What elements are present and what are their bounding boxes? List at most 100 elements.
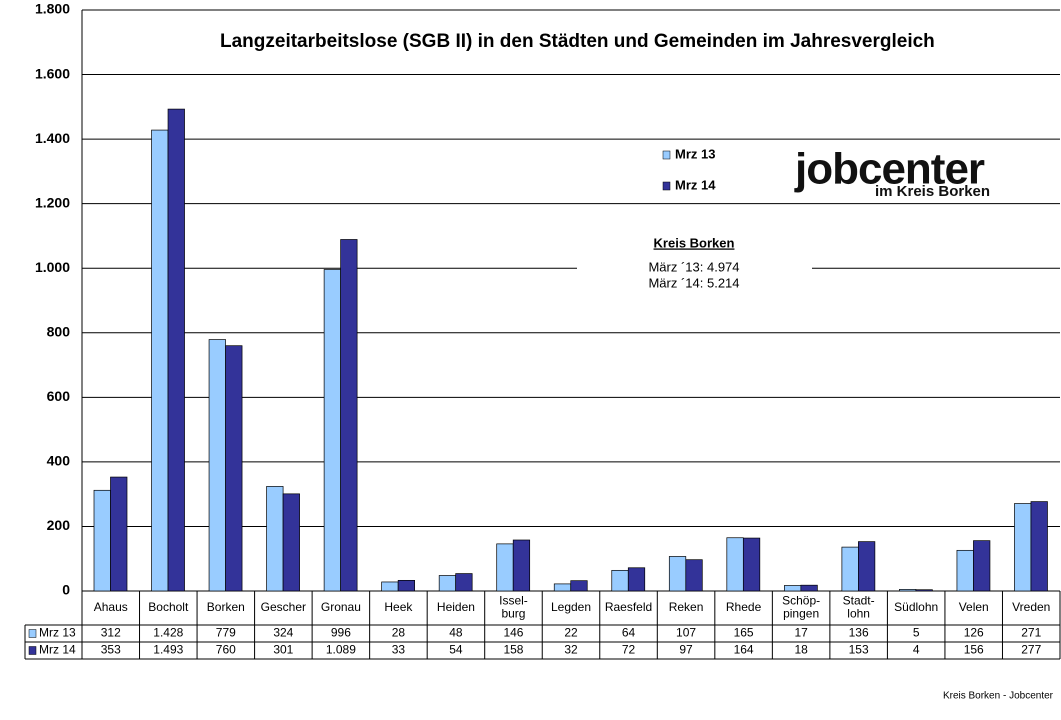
table-value: 18 [794,643,808,657]
bar [455,573,473,592]
table-value: 779 [216,626,236,640]
table-value: 312 [101,626,121,640]
bar [496,543,514,592]
bar [668,556,687,592]
y-tick-label: 0 [62,582,70,598]
table-value: 165 [734,626,754,640]
table-value: 97 [679,643,693,657]
bar [208,339,226,592]
x-tick-label: Raesfeld [605,600,652,614]
x-tick-label: Heek [384,600,413,614]
bar [282,493,300,592]
table-value: 33 [392,643,406,657]
x-tick-label: Ahaus [94,600,128,614]
table-value: 1.493 [153,643,183,657]
y-tick-label: 600 [47,388,71,404]
bar [1030,501,1048,592]
x-tick-label: Borken [207,600,245,614]
x-tick-label: Vreden [1012,600,1050,614]
bar [110,476,128,592]
chart-title: Langzeitarbeitslose (SGB II) in den Städ… [220,31,935,52]
bar [915,589,933,592]
bar [1014,503,1032,592]
y-tick-label: 400 [47,453,71,469]
table-value: 164 [734,643,754,657]
legend-label: Mrz 13 [675,146,715,161]
bar [685,559,703,592]
y-tick-label: 1.800 [35,1,70,17]
table-value: 353 [101,643,121,657]
table-value: 17 [794,626,808,640]
x-tick-label: Rhede [726,600,762,614]
bar [858,541,876,592]
table-value: 28 [392,626,406,640]
y-tick-label: 1.200 [35,194,70,210]
x-tick-label: Gescher [261,600,306,614]
table-series-name: Mrz 13 [39,626,76,640]
legend-swatch [662,150,671,160]
x-tick-label: Stadt-lohn [843,594,875,621]
table-value: 271 [1021,626,1041,640]
bar [841,546,859,592]
table-value: 146 [503,626,523,640]
table-swatch [28,629,37,638]
table-value: 1.089 [326,643,356,657]
y-tick-label: 1.600 [35,65,70,81]
table-value: 158 [503,643,523,657]
bar [899,589,917,592]
bar [225,345,243,592]
table-value: 156 [964,643,984,657]
table-value: 760 [216,643,236,657]
y-tick-label: 1.000 [35,259,70,275]
y-tick-label: 200 [47,517,71,533]
annotation-line: März ´13: 4.974 [648,259,739,274]
table-value: 136 [849,626,869,640]
annotation-title: Kreis Borken [654,235,735,250]
x-tick-label: Heiden [437,600,475,614]
table-value: 301 [273,643,293,657]
x-tick-label: Gronau [321,600,361,614]
table-value: 1.428 [153,626,183,640]
table-value: 277 [1021,643,1041,657]
table-value: 996 [331,626,351,640]
x-tick-label: Issel-burg [499,594,528,621]
bar [800,584,818,592]
table-value: 64 [622,626,636,640]
bar [784,585,802,592]
table-value: 48 [449,626,463,640]
bar [438,575,457,592]
legend-label: Mrz 14 [675,177,716,192]
bar [151,129,169,592]
bar [956,549,974,592]
table-value: 324 [273,626,293,640]
logo-sub: im Kreis Borken [875,183,990,200]
bar [726,537,744,592]
y-tick-label: 1.400 [35,130,70,146]
bar [611,569,629,592]
table-value: 22 [564,626,578,640]
annotation-bg [577,228,812,300]
bar [973,540,991,592]
table-value: 126 [964,626,984,640]
bar [553,583,572,592]
bar [570,580,588,592]
x-tick-label: Bocholt [148,600,189,614]
table-value: 72 [622,643,636,657]
x-tick-label: Velen [959,600,989,614]
table-series-name: Mrz 14 [39,643,76,657]
table-value: 54 [449,643,463,657]
bar [340,239,358,592]
x-tick-label: Südlohn [894,600,938,614]
logo-main: jobcenter [794,145,985,194]
x-tick-label: Legden [551,600,591,614]
x-tick-label: Reken [669,600,704,614]
bar [323,269,341,592]
legend-swatch [662,181,671,191]
annotation-line: März ´14: 5.214 [648,275,739,290]
bar [381,581,399,592]
bar [93,489,111,592]
table-value: 32 [564,643,578,657]
table-swatch [28,646,37,655]
bar [512,539,531,592]
